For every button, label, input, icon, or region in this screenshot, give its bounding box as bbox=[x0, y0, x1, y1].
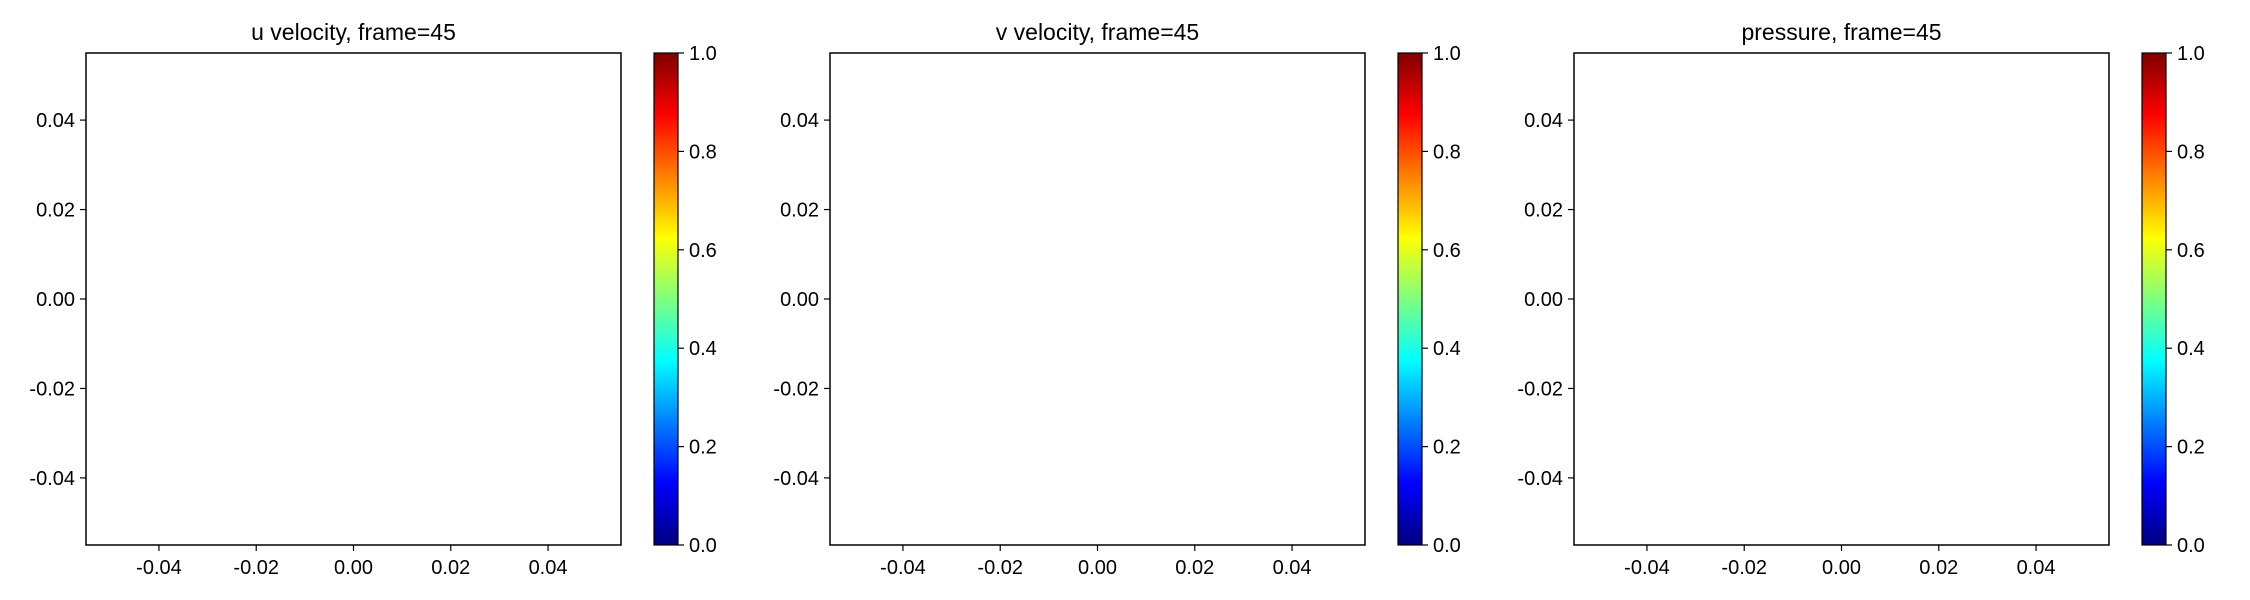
x-tick-label: 0.04 bbox=[529, 557, 568, 579]
y-tick-label: 0.02 bbox=[780, 200, 819, 222]
colorbar-tick-label: 0.6 bbox=[1433, 240, 1461, 262]
y-tick-label: 0.02 bbox=[36, 200, 75, 222]
x-tick-label: 0.00 bbox=[1822, 557, 1861, 579]
colorbar-tick-label: 0.2 bbox=[689, 437, 717, 459]
colorbar-tick-label: 0.0 bbox=[689, 535, 717, 557]
colorbar-tick-label: 0.2 bbox=[2177, 437, 2205, 459]
y-tick-label: -0.04 bbox=[773, 468, 819, 490]
x-tick-label: 0.04 bbox=[1273, 557, 1312, 579]
colorbar bbox=[2141, 52, 2167, 546]
colorbar bbox=[653, 52, 679, 546]
y-tick-label: -0.04 bbox=[1517, 468, 1563, 490]
x-tick-label: -0.04 bbox=[880, 557, 926, 579]
x-tick-label: 0.02 bbox=[1919, 557, 1958, 579]
plot-area bbox=[1573, 52, 2110, 546]
y-tick-label: -0.02 bbox=[29, 378, 75, 400]
y-tick-label: -0.02 bbox=[773, 378, 819, 400]
plot-title: pressure, frame=45 bbox=[1741, 19, 1941, 45]
y-tick-label: -0.02 bbox=[1517, 378, 1563, 400]
colorbar-tick-label: 0.4 bbox=[689, 338, 717, 360]
x-tick-label: 0.00 bbox=[1078, 557, 1117, 579]
colorbar-tick-label: 0.6 bbox=[2177, 240, 2205, 262]
plot-area bbox=[85, 52, 622, 546]
x-tick-label: -0.02 bbox=[233, 557, 279, 579]
x-tick-label: -0.02 bbox=[977, 557, 1023, 579]
x-tick-label: 0.02 bbox=[431, 557, 470, 579]
colorbar-tick-label: 0.0 bbox=[2177, 535, 2205, 557]
x-tick-label: -0.04 bbox=[1624, 557, 1670, 579]
x-tick-label: 0.02 bbox=[1175, 557, 1214, 579]
colorbar-tick-label: 0.4 bbox=[2177, 338, 2205, 360]
colorbar-tick-label: 0.2 bbox=[1433, 437, 1461, 459]
y-tick-label: -0.04 bbox=[29, 468, 75, 490]
colorbar-tick-label: 0.4 bbox=[1433, 338, 1461, 360]
colorbar-tick-label: 1.0 bbox=[2177, 43, 2205, 65]
colorbar-tick-label: 0.8 bbox=[2177, 141, 2205, 163]
colorbar bbox=[1397, 52, 1423, 546]
subplot-1: u velocity, frame=45 -0.04 -0.02 0.00 0.02 0.… bbox=[29, 19, 716, 579]
x-tick-label: -0.04 bbox=[136, 557, 182, 579]
plot-area bbox=[829, 52, 1366, 546]
y-tick-label: 0.04 bbox=[36, 110, 75, 132]
colorbar-tick-label: 0.6 bbox=[689, 240, 717, 262]
subplot-3: pressure, frame=45 -0.04 -0.02 0.00 0.02 0.04… bbox=[1517, 19, 2204, 579]
y-tick-label: 0.02 bbox=[1524, 200, 1563, 222]
colorbar-tick-label: 0.8 bbox=[1433, 141, 1461, 163]
colorbar-tick-label: 1.0 bbox=[1433, 43, 1461, 65]
y-tick-label: 0.00 bbox=[1524, 289, 1563, 311]
x-tick-label: -0.02 bbox=[1721, 557, 1767, 579]
y-tick-label: 0.04 bbox=[1524, 110, 1563, 132]
y-tick-label: 0.00 bbox=[36, 289, 75, 311]
x-tick-label: 0.04 bbox=[2017, 557, 2056, 579]
colorbar-tick-label: 0.8 bbox=[689, 141, 717, 163]
subplot-2: v velocity, frame=45 -0.04 -0.02 0.00 0.02 0.… bbox=[773, 19, 1460, 579]
y-tick-label: 0.00 bbox=[780, 289, 819, 311]
plot-title: v velocity, frame=45 bbox=[996, 19, 1199, 45]
plot-title: u velocity, frame=45 bbox=[251, 19, 456, 45]
y-tick-label: 0.04 bbox=[780, 110, 819, 132]
x-tick-label: 0.00 bbox=[334, 557, 373, 579]
colorbar-tick-label: 1.0 bbox=[689, 43, 717, 65]
colorbar-tick-label: 0.0 bbox=[1433, 535, 1461, 557]
